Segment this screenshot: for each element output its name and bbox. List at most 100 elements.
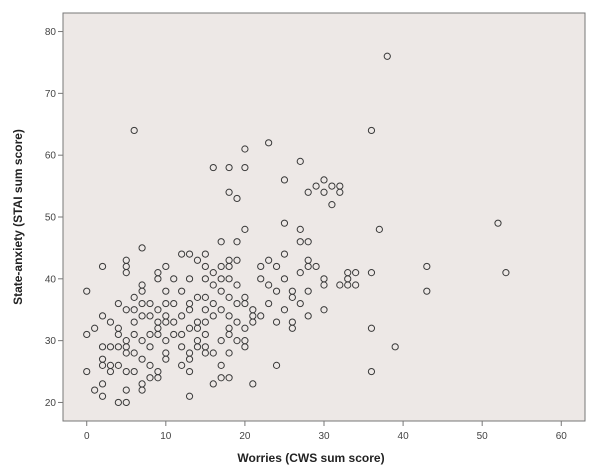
data-point (280, 219, 289, 227)
data-point (249, 318, 257, 326)
data-point (130, 293, 138, 301)
data-point (122, 349, 130, 357)
data-point (217, 238, 225, 246)
x-tick-label: 30 (318, 431, 330, 442)
data-point (185, 355, 194, 363)
data-point (209, 349, 217, 357)
data-point (217, 337, 225, 345)
data-point (241, 225, 249, 233)
y-tick-label: 20 (45, 398, 57, 409)
data-point (178, 250, 186, 258)
data-point (233, 299, 241, 308)
data-point (296, 225, 304, 233)
data-point (178, 287, 186, 295)
data-point (146, 312, 154, 320)
data-point (114, 343, 122, 351)
data-point (280, 275, 289, 283)
data-point (320, 188, 328, 196)
data-point (178, 330, 186, 339)
data-point (225, 374, 233, 382)
data-point (106, 367, 115, 376)
data-point (241, 324, 249, 332)
data-point (225, 293, 233, 301)
data-point (201, 293, 209, 301)
data-point (336, 281, 344, 289)
data-point (185, 275, 194, 283)
data-point (98, 380, 107, 388)
data-point (185, 250, 194, 258)
data-point (352, 281, 360, 289)
y-tick-label: 80 (45, 27, 57, 38)
data-point (272, 287, 281, 295)
data-point (130, 349, 138, 357)
data-point (162, 262, 170, 271)
data-point (375, 225, 383, 233)
x-axis: 0 10 20 30 40 50 60 (84, 421, 567, 442)
data-point (91, 324, 99, 332)
data-point (217, 361, 225, 369)
data-point (83, 330, 91, 339)
data-point (225, 349, 233, 357)
data-point (106, 318, 115, 326)
data-point (296, 157, 304, 165)
data-point (130, 318, 138, 326)
data-point (185, 306, 194, 314)
data-point (233, 238, 241, 246)
data-point (170, 318, 178, 326)
data-point (154, 374, 162, 382)
data-point (367, 269, 376, 277)
data-point (178, 312, 186, 320)
data-point (114, 330, 122, 339)
data-point (122, 367, 130, 376)
data-point (304, 262, 312, 271)
data-point (367, 324, 376, 332)
data-point (304, 238, 312, 246)
data-point (138, 244, 146, 252)
data-point (193, 324, 202, 332)
data-point (367, 367, 376, 376)
data-point (217, 262, 225, 271)
data-point (225, 330, 233, 339)
data-point (138, 386, 146, 394)
x-tick-label: 0 (84, 431, 90, 442)
data-point (241, 163, 249, 172)
data-point (162, 318, 170, 326)
data-point (241, 145, 249, 153)
data-point (423, 287, 431, 295)
data-point (154, 306, 162, 314)
data-point (209, 281, 217, 289)
y-tick-label: 70 (45, 89, 57, 100)
data-point (201, 262, 209, 271)
y-tick-label: 40 (45, 274, 57, 285)
data-point (178, 361, 186, 369)
data-point (201, 275, 209, 283)
data-point (170, 330, 178, 339)
data-point (217, 306, 225, 314)
data-point (201, 330, 209, 339)
data-point (494, 219, 502, 227)
data-point (201, 318, 209, 326)
data-point (98, 343, 107, 351)
data-point (162, 355, 170, 363)
data-point (217, 374, 225, 382)
data-point (225, 275, 233, 283)
data-point (209, 380, 217, 388)
x-tick-label: 50 (477, 431, 489, 442)
data-point (249, 380, 257, 388)
data-point (272, 318, 281, 326)
data-point (185, 324, 194, 332)
data-point (114, 398, 122, 407)
data-point (280, 306, 289, 314)
data-point (162, 287, 170, 295)
data-point (233, 318, 241, 326)
data-point (193, 256, 202, 264)
data-point (288, 324, 296, 332)
y-axis-title: State-anxiety (STAI sum score) (11, 129, 25, 305)
data-point (130, 330, 138, 339)
y-tick-label: 60 (45, 151, 57, 162)
data-point (304, 312, 312, 320)
data-point (193, 293, 202, 301)
data-point (344, 281, 352, 289)
data-point (209, 269, 217, 277)
data-point (257, 262, 265, 271)
